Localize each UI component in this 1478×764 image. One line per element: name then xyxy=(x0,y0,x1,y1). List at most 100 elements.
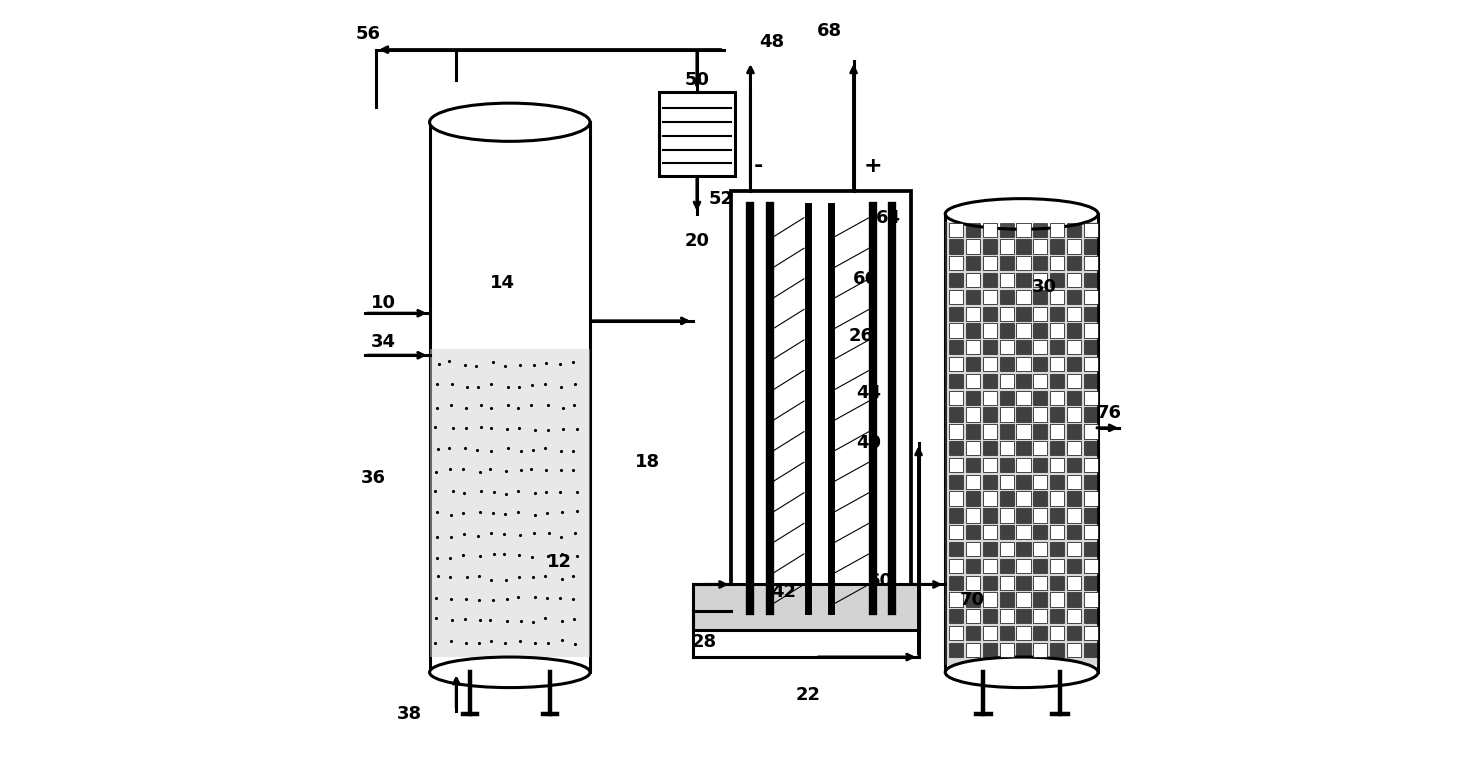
Bar xyxy=(1067,609,1080,623)
Text: 40: 40 xyxy=(856,434,881,452)
Bar xyxy=(1033,306,1048,321)
Text: 34: 34 xyxy=(371,332,396,351)
Bar xyxy=(1067,374,1080,388)
Bar xyxy=(999,542,1014,556)
Text: 66: 66 xyxy=(853,270,878,288)
Bar xyxy=(1049,542,1064,556)
Bar xyxy=(1067,458,1080,472)
Bar xyxy=(1033,474,1048,489)
Bar xyxy=(967,626,980,640)
Bar xyxy=(1067,273,1080,287)
Bar xyxy=(1067,592,1080,607)
Text: 28: 28 xyxy=(692,633,717,651)
Bar xyxy=(1049,626,1064,640)
Bar xyxy=(1033,340,1048,354)
Bar xyxy=(1083,525,1098,539)
Bar xyxy=(999,626,1014,640)
Bar xyxy=(1067,306,1080,321)
Bar xyxy=(1017,525,1030,539)
Bar xyxy=(967,323,980,338)
Bar xyxy=(1067,390,1080,405)
Bar xyxy=(999,273,1014,287)
Text: 56: 56 xyxy=(355,25,380,44)
Bar xyxy=(967,525,980,539)
Bar xyxy=(967,542,980,556)
Bar xyxy=(1067,357,1080,371)
Bar xyxy=(949,222,964,237)
Text: 42: 42 xyxy=(772,583,795,601)
Bar xyxy=(1083,474,1098,489)
Bar xyxy=(1017,390,1030,405)
Bar xyxy=(946,214,1098,672)
Bar xyxy=(1083,256,1098,270)
Text: 36: 36 xyxy=(361,468,386,487)
Bar xyxy=(1017,575,1030,590)
Bar xyxy=(1083,441,1098,455)
Bar xyxy=(967,306,980,321)
Bar xyxy=(983,222,998,237)
Bar xyxy=(732,191,910,626)
Bar xyxy=(1049,323,1064,338)
Bar xyxy=(967,340,980,354)
Bar xyxy=(999,575,1014,590)
Bar xyxy=(1067,626,1080,640)
Bar xyxy=(1033,609,1048,623)
Bar xyxy=(1067,474,1080,489)
Bar xyxy=(1049,407,1064,422)
Bar xyxy=(949,626,964,640)
Bar xyxy=(983,575,998,590)
Bar xyxy=(999,474,1014,489)
Bar xyxy=(1083,222,1098,237)
Bar xyxy=(1017,441,1030,455)
Bar xyxy=(1083,508,1098,523)
Bar xyxy=(1033,458,1048,472)
Bar xyxy=(949,643,964,657)
Bar xyxy=(1049,306,1064,321)
Bar xyxy=(1049,390,1064,405)
Bar xyxy=(967,441,980,455)
Bar xyxy=(949,558,964,573)
Bar xyxy=(949,374,964,388)
Bar xyxy=(983,441,998,455)
Bar xyxy=(1083,491,1098,506)
Bar xyxy=(1033,643,1048,657)
Bar xyxy=(1083,542,1098,556)
Bar xyxy=(1033,239,1048,254)
Bar xyxy=(1033,222,1048,237)
Bar xyxy=(949,491,964,506)
Bar xyxy=(1083,609,1098,623)
Bar xyxy=(1067,542,1080,556)
Bar xyxy=(983,558,998,573)
Bar xyxy=(1033,592,1048,607)
Bar xyxy=(967,491,980,506)
Bar xyxy=(967,558,980,573)
Bar xyxy=(1033,441,1048,455)
Bar xyxy=(1067,424,1080,439)
Bar xyxy=(949,239,964,254)
Bar xyxy=(983,643,998,657)
Bar xyxy=(983,306,998,321)
Bar xyxy=(999,525,1014,539)
Bar xyxy=(1083,306,1098,321)
Bar xyxy=(1017,424,1030,439)
Bar xyxy=(1067,441,1080,455)
Bar xyxy=(983,323,998,338)
Bar xyxy=(949,340,964,354)
Bar xyxy=(1067,407,1080,422)
Ellipse shape xyxy=(946,199,1098,229)
Bar xyxy=(1033,273,1048,287)
Text: -: - xyxy=(754,156,763,176)
Bar xyxy=(1083,558,1098,573)
Bar xyxy=(999,357,1014,371)
Bar xyxy=(1049,508,1064,523)
Bar xyxy=(983,542,998,556)
Bar xyxy=(983,592,998,607)
Bar xyxy=(983,407,998,422)
Bar xyxy=(949,575,964,590)
Bar xyxy=(1017,609,1030,623)
Bar xyxy=(1033,374,1048,388)
Bar xyxy=(999,508,1014,523)
Bar xyxy=(967,374,980,388)
Bar xyxy=(1033,390,1048,405)
Bar xyxy=(983,474,998,489)
